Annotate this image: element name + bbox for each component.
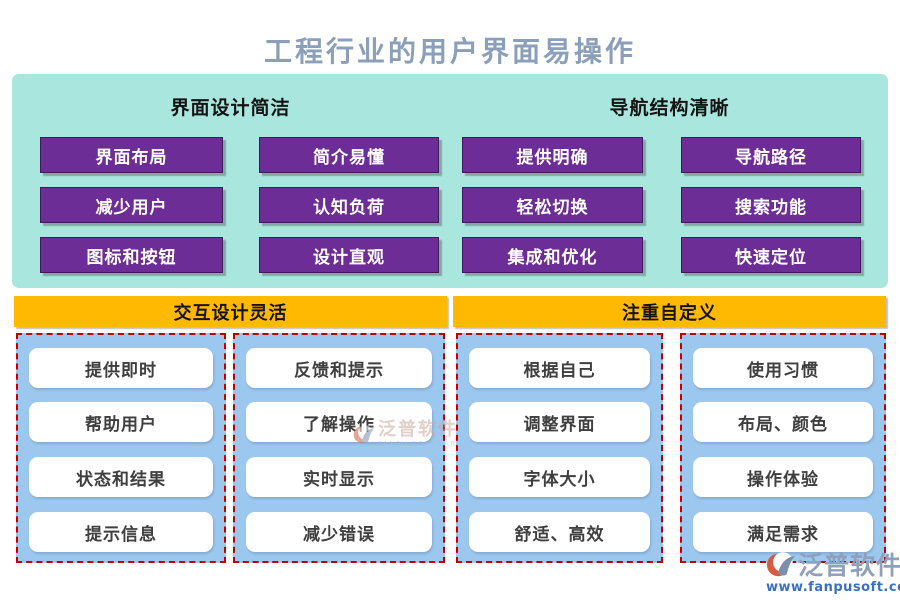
tile-realtime-display[interactable]: 实时显示	[246, 457, 432, 497]
page-title: 工程行业的用户界面易操作	[263, 35, 636, 68]
section-header-interface-design: 界面设计简洁	[170, 97, 291, 119]
tile-cognitive-load[interactable]: 认知负荷	[259, 187, 439, 223]
tile-provide-clear[interactable]: 提供明确	[462, 137, 643, 173]
tile-prompt-info[interactable]: 提示信息	[29, 512, 213, 552]
sub-panel-interaction-1: 提供即时 帮助用户 状态和结果 提示信息	[16, 333, 226, 563]
brand-logo: 泛普软件 www.fanpusoft.com	[766, 546, 900, 595]
tile-layout-color[interactable]: 布局、颜色	[693, 402, 873, 442]
brand-url: www.fanpusoft.com	[766, 580, 900, 595]
group-header-customization: 注重自定义	[453, 296, 886, 327]
sub-panel-interaction-2: 反馈和提示 了解操作 实时显示 减少错误	[233, 333, 445, 563]
tile-provide-instant[interactable]: 提供即时	[29, 348, 213, 388]
tile-icons-buttons[interactable]: 图标和按钮	[40, 237, 223, 273]
tile-search-function[interactable]: 搜索功能	[681, 187, 861, 223]
brand-name: 泛普软件	[798, 551, 900, 580]
tile-quick-locate[interactable]: 快速定位	[681, 237, 861, 273]
tile-interface-layout[interactable]: 界面布局	[40, 137, 223, 173]
tile-reduce-errors[interactable]: 减少错误	[246, 512, 432, 552]
tile-status-result[interactable]: 状态和结果	[29, 457, 213, 497]
tile-according-self[interactable]: 根据自己	[469, 348, 650, 388]
tile-comfort-efficient[interactable]: 舒适、高效	[469, 512, 650, 552]
tile-understand-op[interactable]: 了解操作	[246, 402, 432, 442]
tile-usage-habit[interactable]: 使用习惯	[693, 348, 873, 388]
tile-operate-experience[interactable]: 操作体验	[693, 457, 873, 497]
tile-intuitive-design[interactable]: 设计直观	[259, 237, 439, 273]
tile-feedback-prompt[interactable]: 反馈和提示	[246, 348, 432, 388]
tile-simple-easy[interactable]: 简介易懂	[259, 137, 439, 173]
tile-easy-switch[interactable]: 轻松切换	[462, 187, 643, 223]
section-header-navigation-structure: 导航结构清晰	[609, 97, 730, 119]
tile-reduce-user[interactable]: 减少用户	[40, 187, 223, 223]
sub-panel-custom-1: 根据自己 调整界面 字体大小 舒适、高效	[456, 333, 663, 563]
tile-integrate-optimize[interactable]: 集成和优化	[462, 237, 643, 273]
tile-font-size[interactable]: 字体大小	[469, 457, 650, 497]
tile-adjust-interface[interactable]: 调整界面	[469, 402, 650, 442]
fanpu-logo-icon	[766, 552, 796, 577]
tile-navigation-path[interactable]: 导航路径	[681, 137, 861, 173]
tile-meet-needs[interactable]: 满足需求	[693, 512, 873, 552]
sub-panel-custom-2: 使用习惯 布局、颜色 操作体验 满足需求	[680, 333, 886, 563]
group-header-flexible-interaction: 交互设计灵活	[14, 296, 447, 327]
tile-help-user[interactable]: 帮助用户	[29, 402, 213, 442]
